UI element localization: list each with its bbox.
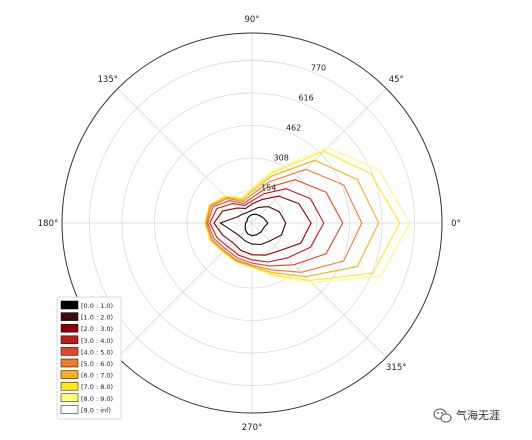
angle-tick-label: 180° <box>38 219 58 229</box>
legend-label: [2.0 : 3.0) <box>81 325 113 333</box>
legend-swatch <box>60 405 79 414</box>
angle-tick-label: 315° <box>386 363 406 373</box>
legend-swatch <box>60 300 79 310</box>
legend-label: [1.0 : 2.0) <box>81 314 113 322</box>
watermark: 气海无涯 <box>433 408 500 423</box>
series-line <box>207 179 344 267</box>
angular-grid-line <box>251 88 387 224</box>
radial-tick-label: 616 <box>298 93 313 102</box>
axis-labels: 154 308 462 616 770 0° 45° 90° 135° 180° 270° 315° <box>38 15 461 433</box>
watermark-text: 气海无涯 <box>456 408 500 422</box>
legend-swatch <box>60 370 79 379</box>
radial-tick-label: 308 <box>274 153 289 162</box>
legend-swatch <box>60 323 79 333</box>
series-line <box>209 188 325 263</box>
angular-grid-line <box>117 222 253 358</box>
legend-swatch <box>60 312 79 321</box>
legend-swatch <box>60 393 79 403</box>
angle-tick-label: 270° <box>242 423 262 433</box>
radial-tick-label: 462 <box>286 123 301 132</box>
radial-tick-label: 154 <box>261 183 276 192</box>
angle-tick-label: 0° <box>451 219 461 229</box>
angle-tick-label: 135° <box>98 75 118 85</box>
legend-label: [0.0 : 1.0) <box>81 302 113 310</box>
legend-label: [8.0 : 9.0) <box>81 395 113 403</box>
polar-grid <box>61 32 443 414</box>
radial-tick-label: 770 <box>311 63 326 72</box>
angular-grid-line <box>117 88 253 224</box>
legend-swatch <box>60 358 79 368</box>
legend-label: [3.0 : 4.0) <box>81 337 113 345</box>
legend-label: [5.0 : 6.0) <box>81 360 113 368</box>
legend-label: [6.0 : 7.0) <box>81 372 113 380</box>
legend-swatch <box>60 347 79 356</box>
angle-tick-label: 90° <box>244 15 259 25</box>
series-line <box>219 206 287 246</box>
angle-tick-label: 45° <box>389 75 404 85</box>
legend-swatch <box>60 335 79 345</box>
series-line <box>244 213 269 237</box>
series-line <box>213 195 312 256</box>
legend-label: [9.0 : inf) <box>81 406 111 414</box>
legend-label: [4.0 : 5.0) <box>81 348 113 356</box>
legend-label: [7.0 : 8.0) <box>81 383 113 391</box>
angular-grid-line <box>251 222 387 358</box>
legend-swatch <box>60 381 79 391</box>
wechat-icon <box>433 408 452 423</box>
series-line <box>206 168 363 273</box>
legend: [0.0 : 1.0) [1.0 : 2.0) [2.0 : 3.0) [3.0 : … <box>56 296 122 420</box>
outer-circle <box>61 32 443 414</box>
series-line <box>205 159 380 278</box>
series-group <box>203 146 411 284</box>
